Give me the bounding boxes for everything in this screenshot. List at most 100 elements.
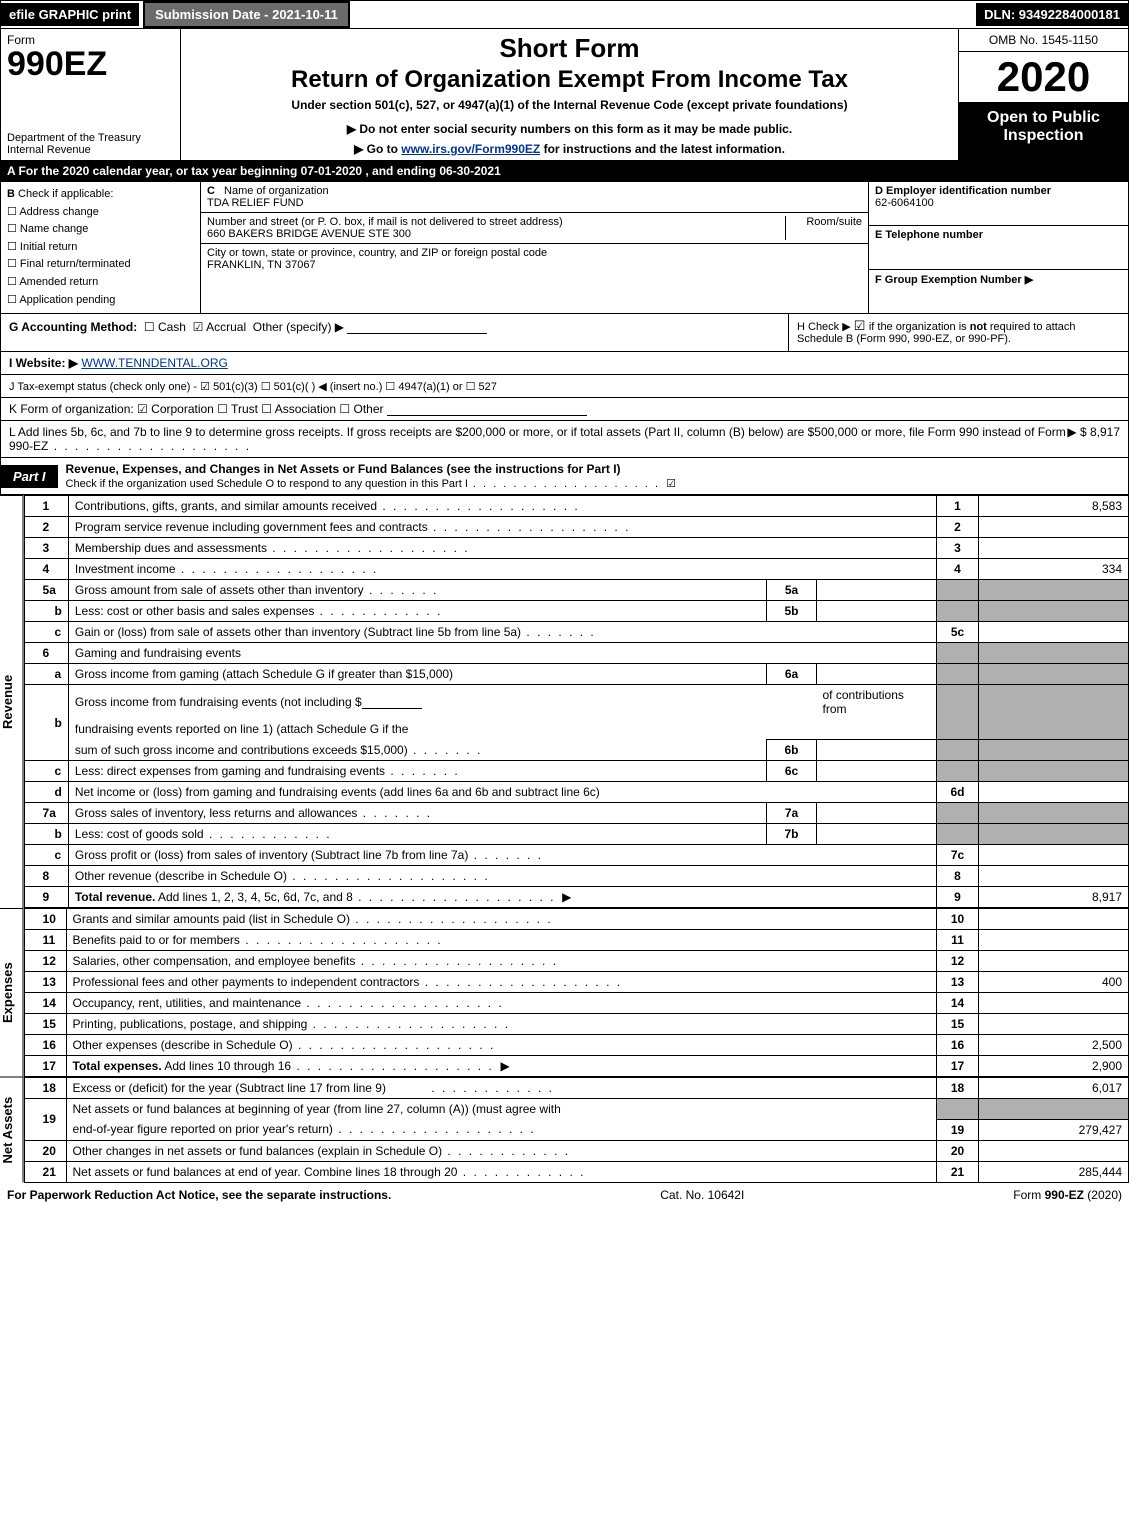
expenses-vert-label: Expenses xyxy=(0,908,24,1077)
l14-desc: Occupancy, rent, utilities, and maintena… xyxy=(73,996,504,1010)
l17-amt: 2,900 xyxy=(979,1056,1129,1077)
line-6d: dNet income or (loss) from gaming and fu… xyxy=(24,782,1128,803)
form-header: Form 990EZ Department of the Treasury In… xyxy=(0,29,1129,161)
opt-address-change[interactable]: ☐ Address change xyxy=(7,204,194,222)
l16-amt: 2,500 xyxy=(979,1035,1129,1056)
l6c-val xyxy=(817,761,937,782)
d-ein-value: 62-6064100 xyxy=(875,197,934,209)
return-title: Return of Organization Exempt From Incom… xyxy=(291,66,848,94)
submission-date-label: Submission Date - 2021-10-11 xyxy=(143,1,350,28)
form-meta-box: OMB No. 1545-1150 2020 Open to Public In… xyxy=(958,29,1128,160)
opt-application-pending[interactable]: ☐ Application pending xyxy=(7,292,194,310)
org-name-value: TDA RELIEF FUND xyxy=(207,197,304,209)
revenue-table: 1Contributions, gifts, grants, and simil… xyxy=(24,495,1129,908)
open-inspection-label: Open to Public Inspection xyxy=(959,103,1128,160)
check-if-label: Check if applicable: xyxy=(18,188,113,200)
line-2: 2Program service revenue including gover… xyxy=(24,517,1128,538)
section-b-checkboxes: B Check if applicable: ☐ Address change … xyxy=(1,182,201,313)
line-12: 12Salaries, other compensation, and empl… xyxy=(24,951,1128,972)
l10-amt xyxy=(979,909,1129,930)
section-bcdef: B Check if applicable: ☐ Address change … xyxy=(0,182,1129,314)
footer-right: Form 990-EZ (2020) xyxy=(1013,1188,1122,1202)
l5c-amt xyxy=(979,622,1129,643)
row-k-org-form: K Form of organization: ☑ Corporation ☐ … xyxy=(0,398,1129,421)
opt-initial-return-label: Initial return xyxy=(20,241,77,253)
page-footer: For Paperwork Reduction Act Notice, see … xyxy=(0,1183,1129,1207)
efile-print-label[interactable]: efile GRAPHIC print xyxy=(1,3,139,26)
opt-name-change[interactable]: ☐ Name change xyxy=(7,221,194,239)
l19-amt: 279,427 xyxy=(979,1119,1129,1140)
opt-amended-return[interactable]: ☐ Amended return xyxy=(7,274,194,292)
g-other-blank[interactable] xyxy=(347,322,487,334)
l11-amt xyxy=(979,930,1129,951)
line-13: 13Professional fees and other payments t… xyxy=(24,972,1128,993)
line-17: 17Total expenses. Add lines 10 through 1… xyxy=(24,1056,1128,1077)
goto-post: for instructions and the latest informat… xyxy=(540,142,785,156)
netassets-table: 18Excess or (deficit) for the year (Subt… xyxy=(24,1077,1129,1183)
h-not: not xyxy=(970,321,987,333)
part1-title: Revenue, Expenses, and Changes in Net As… xyxy=(58,458,1128,494)
part1-tab: Part I xyxy=(1,465,58,488)
l17-bold: Total expenses. xyxy=(73,1059,162,1073)
l-text: L Add lines 5b, 6c, and 7b to line 9 to … xyxy=(9,425,1067,453)
l6d-desc: Net income or (loss) from gaming and fun… xyxy=(68,782,936,803)
l5a-desc: Gross amount from sale of assets other t… xyxy=(75,583,439,597)
g-accrual[interactable]: Accrual xyxy=(206,320,246,334)
form-title-box: Short Form Return of Organization Exempt… xyxy=(181,29,958,160)
goto-pre: ▶ Go to xyxy=(354,142,401,156)
footer-catno: Cat. No. 10642I xyxy=(660,1188,744,1202)
l6c-desc: Less: direct expenses from gaming and fu… xyxy=(75,764,460,778)
l2-amt xyxy=(979,517,1129,538)
section-c-org-info: C Name of organization TDA RELIEF FUND N… xyxy=(201,182,868,313)
l4-amt: 334 xyxy=(979,559,1129,580)
l1-amt: 8,583 xyxy=(979,496,1129,517)
l5b-val xyxy=(817,601,937,622)
l9-amt: 8,917 xyxy=(979,887,1129,908)
line-6a: aGross income from gaming (attach Schedu… xyxy=(24,664,1128,685)
line-5b: bLess: cost or other basis and sales exp… xyxy=(24,601,1128,622)
row-j-tax-status: J Tax-exempt status (check only one) - ☑… xyxy=(0,375,1129,398)
l4-desc: Investment income xyxy=(75,562,378,576)
opt-amended-return-label: Amended return xyxy=(19,276,98,288)
row-g-accounting: G Accounting Method: ☐ Cash ☑ Accrual Ot… xyxy=(1,314,788,351)
line-15: 15Printing, publications, postage, and s… xyxy=(24,1014,1128,1035)
opt-initial-return[interactable]: ☐ Initial return xyxy=(7,239,194,257)
l9-bold: Total revenue. xyxy=(75,890,155,904)
l3-amt xyxy=(979,538,1129,559)
l6b-pre: Gross income from fundraising events (no… xyxy=(75,695,362,709)
l5b-desc: Less: cost or other basis and sales expe… xyxy=(75,604,442,618)
city-label: City or town, state or province, country… xyxy=(207,247,547,259)
l18-amt: 6,017 xyxy=(979,1078,1129,1099)
line-11: 11Benefits paid to or for members11 xyxy=(24,930,1128,951)
line-4: 4Investment income4334 xyxy=(24,559,1128,580)
irs-link[interactable]: www.irs.gov/Form990EZ xyxy=(401,142,540,156)
line-18: 18Excess or (deficit) for the year (Subt… xyxy=(24,1078,1128,1099)
line-7a: 7aGross sales of inventory, less returns… xyxy=(24,803,1128,824)
revenue-block: Revenue 1Contributions, gifts, grants, a… xyxy=(0,495,1129,908)
l6b-mid: of contributions from xyxy=(817,685,937,720)
line-6c: cLess: direct expenses from gaming and f… xyxy=(24,761,1128,782)
opt-final-return[interactable]: ☐ Final return/terminated xyxy=(7,256,194,274)
row-l-gross-receipts: L Add lines 5b, 6c, and 7b to line 9 to … xyxy=(0,421,1129,458)
under-section-text: Under section 501(c), 527, or 4947(a)(1)… xyxy=(291,98,847,112)
l6b-val xyxy=(817,740,937,761)
k-other-blank[interactable] xyxy=(387,404,587,416)
line-14: 14Occupancy, rent, utilities, and mainte… xyxy=(24,993,1128,1014)
h-text2: if the organization is xyxy=(869,321,970,333)
l7c-desc: Gross profit or (loss) from sales of inv… xyxy=(75,848,543,862)
l8-desc: Other revenue (describe in Schedule O) xyxy=(75,869,490,883)
address-label: Number and street (or P. O. box, if mail… xyxy=(207,216,563,228)
address-value: 660 BAKERS BRIDGE AVENUE STE 300 xyxy=(207,228,411,240)
g-label: G Accounting Method: xyxy=(9,320,137,334)
line-10: 10Grants and similar amounts paid (list … xyxy=(24,909,1128,930)
l6b-blank[interactable] xyxy=(362,697,422,709)
l15-desc: Printing, publications, postage, and shi… xyxy=(73,1017,511,1031)
g-cash[interactable]: Cash xyxy=(158,320,186,334)
g-other[interactable]: Other (specify) ▶ xyxy=(253,320,344,334)
h-checkbox[interactable]: ☑ xyxy=(854,320,866,332)
website-link[interactable]: WWW.TENNDENTAL.ORG xyxy=(81,356,227,370)
short-form-title: Short Form xyxy=(499,33,639,64)
k-text: K Form of organization: ☑ Corporation ☐ … xyxy=(9,402,384,416)
line-19a: 19Net assets or fund balances at beginni… xyxy=(24,1099,1128,1120)
l2-desc: Program service revenue including govern… xyxy=(75,520,631,534)
